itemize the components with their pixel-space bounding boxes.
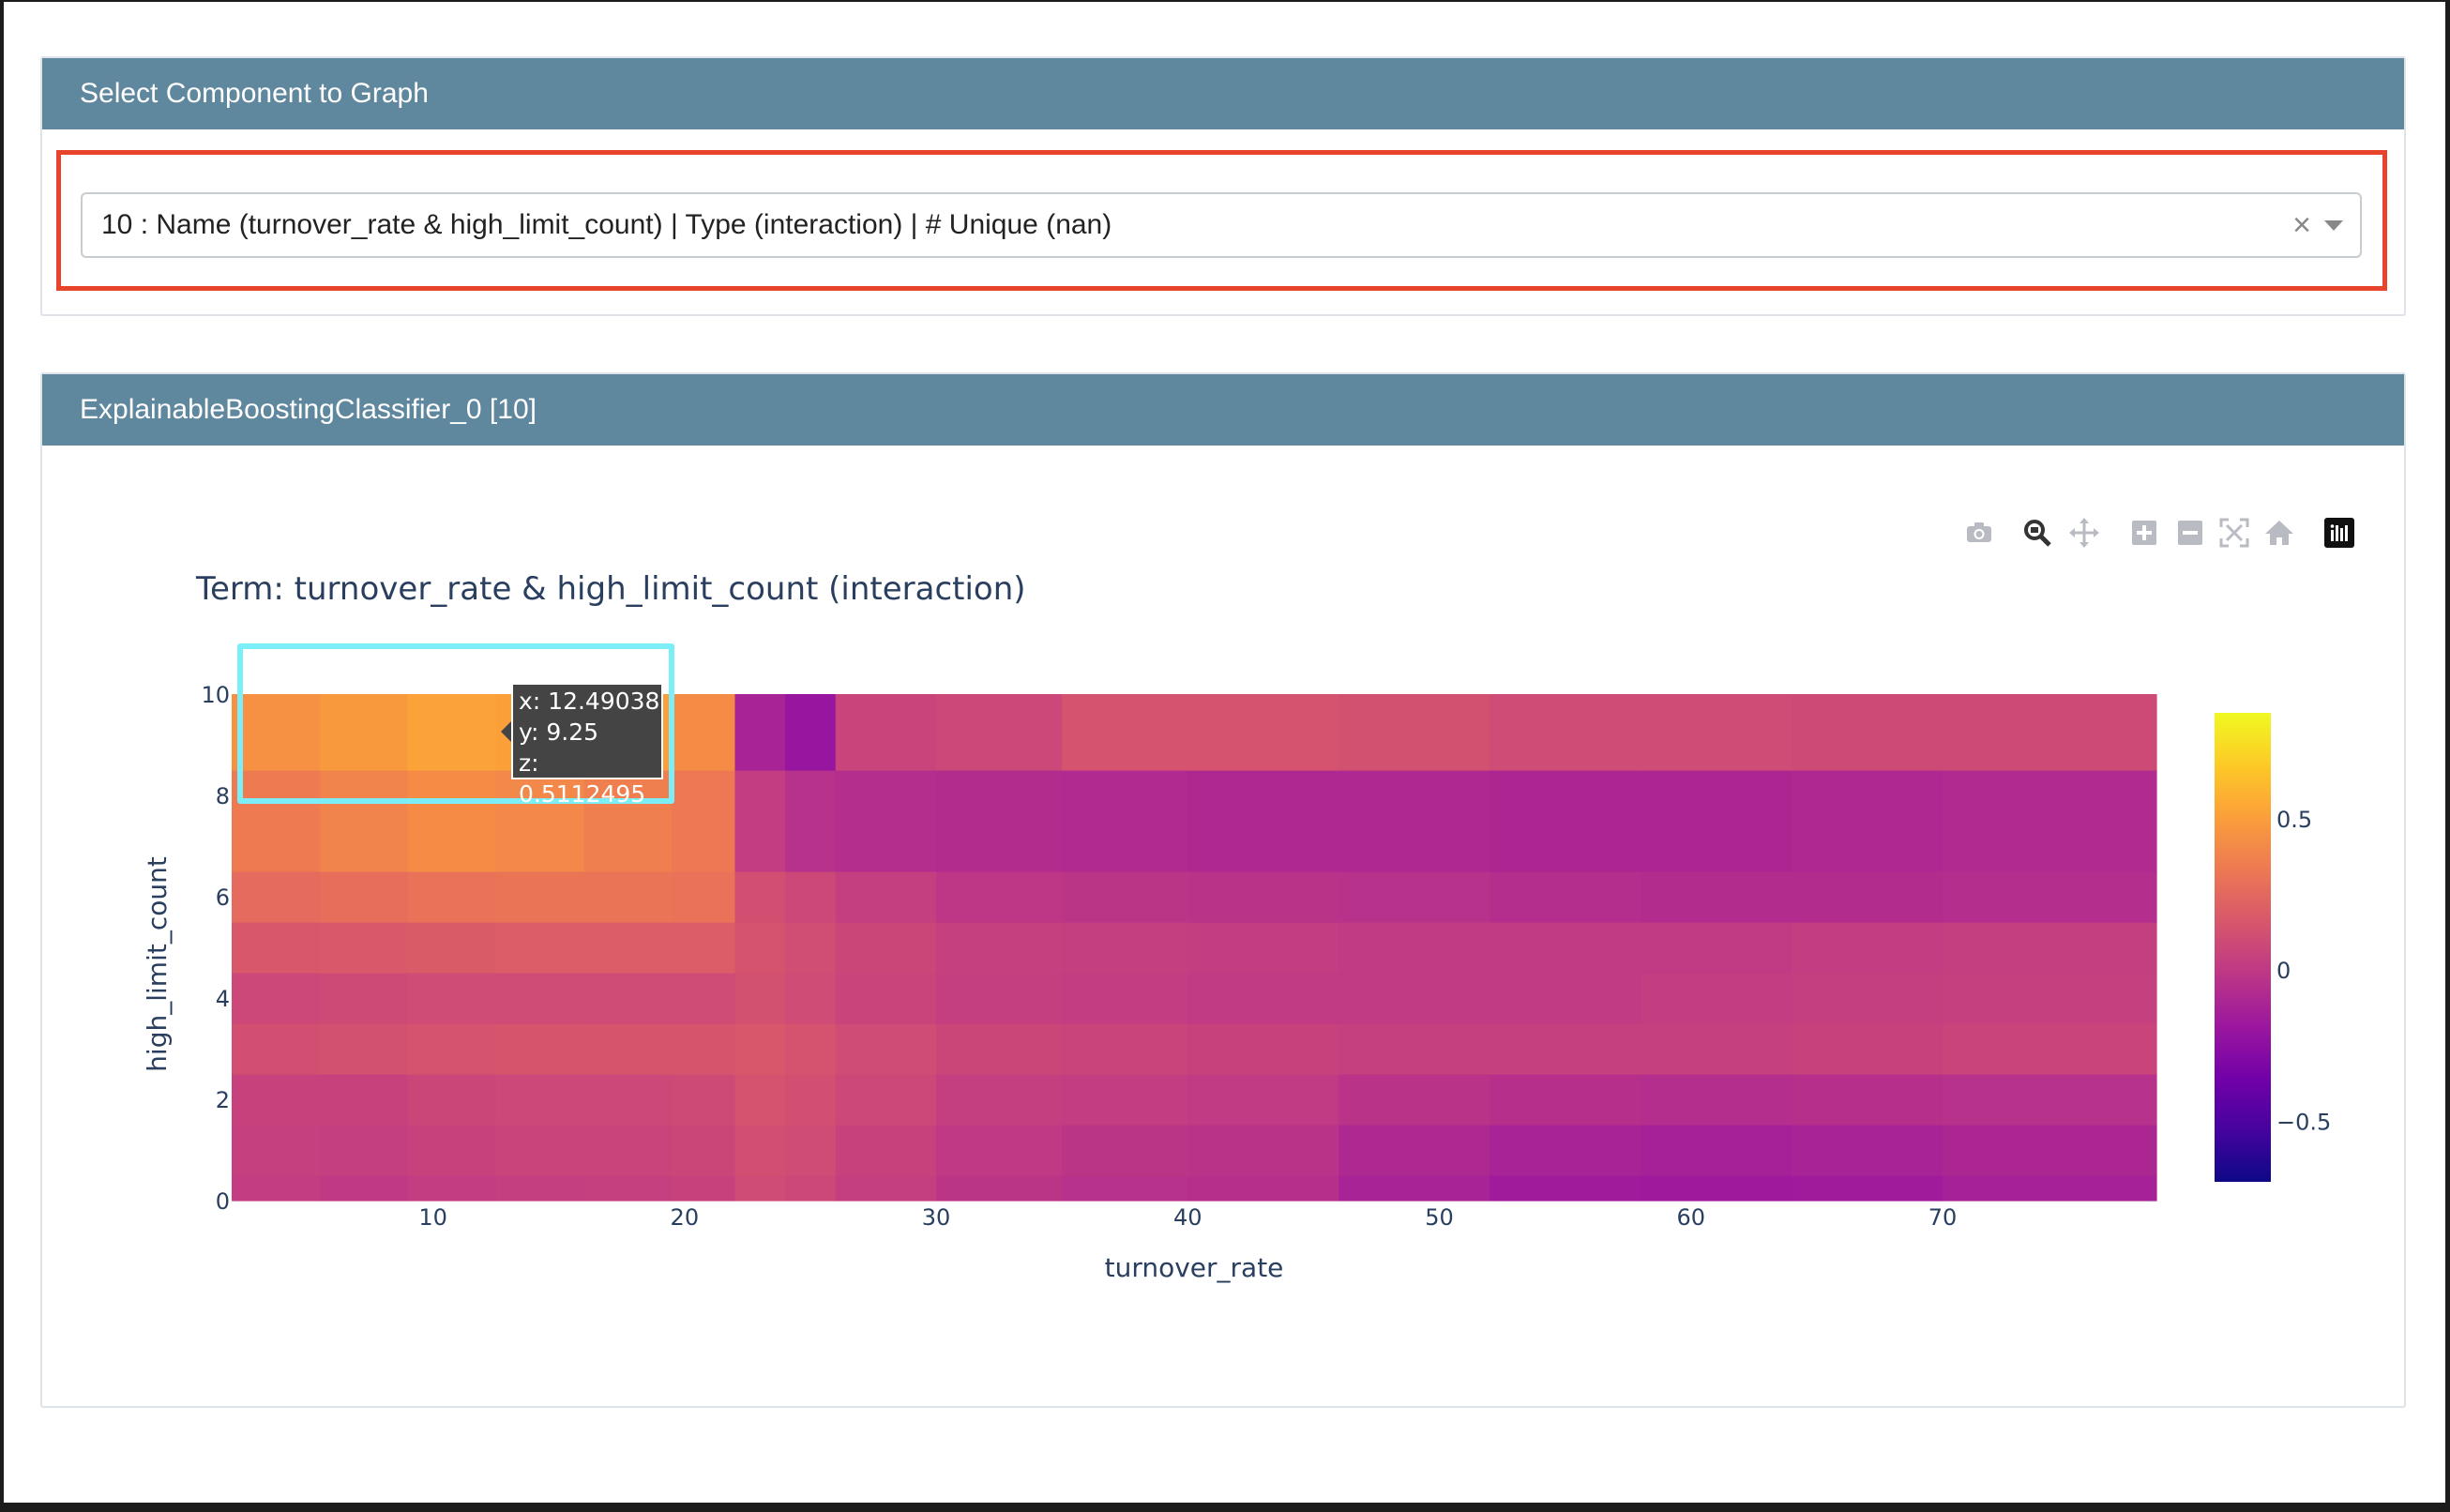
tooltip-x: x: 12.49038 <box>519 688 660 715</box>
plot-modebar <box>0 517 2450 551</box>
dropdown-selected-value: 10 : Name (turnover_rate & high_limit_co… <box>101 209 1112 240</box>
camera-icon[interactable] <box>1963 517 1995 549</box>
clear-icon[interactable]: × <box>2292 207 2311 243</box>
hover-tooltip: x: 12.49038 y: 9.25 z: 0.5112495 <box>511 683 663 808</box>
reset-axes-icon[interactable] <box>2263 517 2295 549</box>
selection-highlight <box>56 150 2387 291</box>
graph-card-header: ExplainableBoostingClassifier_0 [10] <box>42 374 2404 446</box>
tooltip-pointer <box>501 720 512 743</box>
tooltip-y: y: 9.25 <box>519 718 599 746</box>
zoom-in-icon[interactable] <box>2128 517 2160 549</box>
component-dropdown[interactable]: 10 : Name (turnover_rate & high_limit_co… <box>81 192 2362 258</box>
zoom-icon[interactable] <box>2021 517 2053 549</box>
select-component-card: Select Component to Graph <box>40 56 2406 316</box>
autoscale-icon[interactable] <box>2218 517 2250 549</box>
select-card-header: Select Component to Graph <box>42 58 2404 129</box>
zoom-out-icon[interactable] <box>2174 517 2206 549</box>
hover-highlight <box>237 643 674 804</box>
tooltip-z: z: 0.5112495 <box>519 749 646 808</box>
chevron-down-icon[interactable] <box>2324 220 2343 231</box>
pan-icon[interactable] <box>2068 517 2100 549</box>
plotly-logo-icon[interactable] <box>2323 517 2355 549</box>
